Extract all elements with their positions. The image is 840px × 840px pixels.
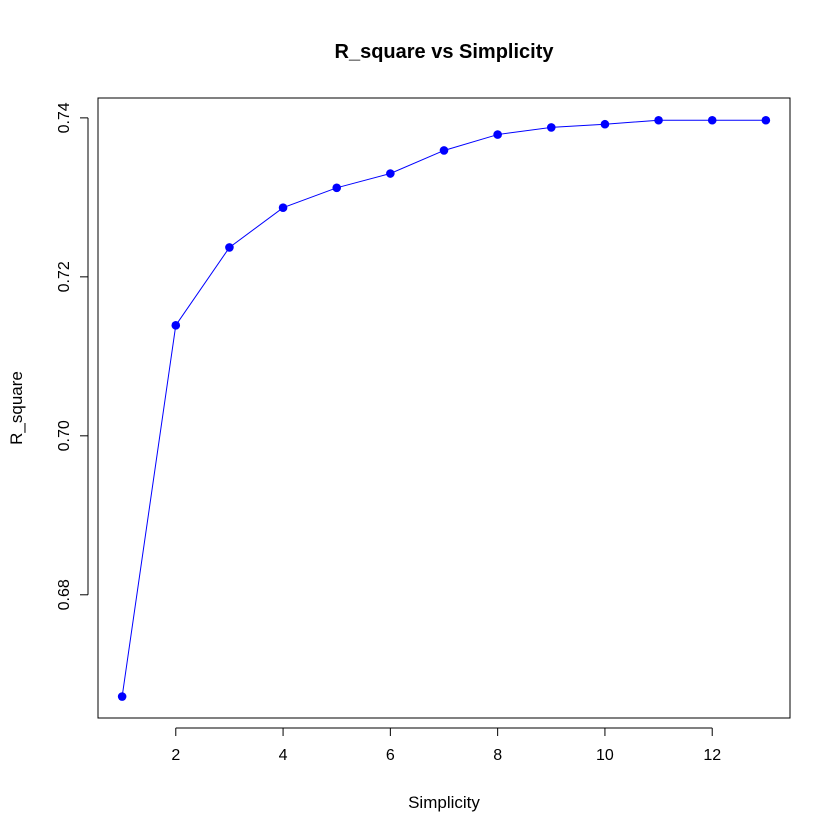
data-point [600, 119, 610, 129]
data-point [654, 115, 663, 125]
data-point [493, 130, 502, 139]
series-line [121, 119, 766, 697]
data-point [117, 692, 127, 701]
x-tick-label: 12 [703, 747, 721, 764]
y-tick-label: 0.74 [56, 102, 73, 133]
data-point [225, 243, 234, 252]
y-tick-label: 0.72 [56, 261, 73, 292]
x-axis: 2 4 6 8 10 12 [171, 727, 721, 764]
data-point [439, 146, 449, 155]
y-tick-label: 0.70 [56, 420, 73, 451]
x-tick-label: 6 [386, 747, 395, 764]
data-point [546, 123, 556, 132]
x-axis-label: Simplicity [408, 793, 480, 812]
data-point [386, 169, 395, 178]
series-layer [117, 115, 771, 701]
data-point [278, 203, 288, 212]
y-tick-label: 0.68 [56, 579, 73, 610]
data-point [332, 183, 342, 193]
x-tick-label: 4 [279, 747, 288, 764]
y-axis: 0.68 0.70 0.72 0.74 [56, 102, 89, 610]
y-axis-label: R_square [7, 371, 26, 445]
plot-frame [97, 97, 791, 719]
x-tick-label: 2 [171, 747, 180, 764]
x-tick-label: 8 [493, 747, 502, 764]
x-tick-label: 10 [596, 747, 614, 764]
chart-title: R_square vs Simplicity [335, 41, 555, 63]
data-point [707, 115, 717, 125]
data-point [171, 321, 181, 330]
data-point [761, 115, 771, 125]
